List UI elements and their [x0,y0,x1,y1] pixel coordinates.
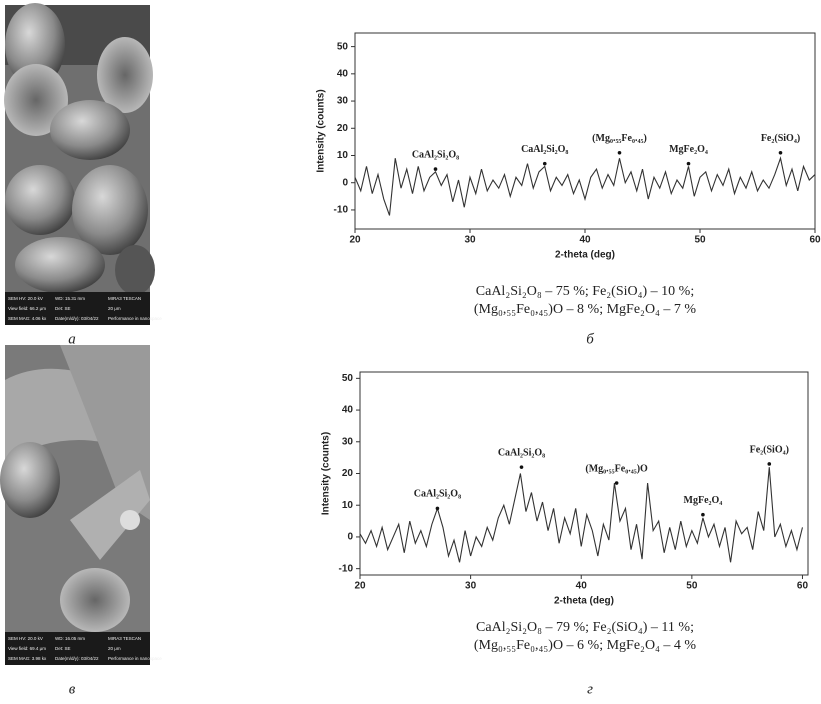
panel-label: б [586,331,594,347]
panel-label: а [68,331,76,347]
sem-image [0,345,150,665]
sem-info: 20 μm [108,646,121,651]
sem-info: MIRA3 TESCAN [108,636,141,641]
sem-image [4,3,155,325]
y-tick-label: 40 [337,68,349,79]
y-tick-label: 50 [337,41,349,52]
peak-marker [618,151,622,155]
peak-marker [779,151,783,155]
x-tick-label: 30 [464,235,476,246]
sem-info: View field: 66.2 μm [8,306,46,311]
x-tick-label: 60 [809,235,821,246]
peak-label: (Mg₀.₅₅Fe₀.₄₅) [592,133,647,144]
pattern-line [360,467,802,562]
sem-info: SEM MAG: 3.98 kx [8,656,47,661]
peak-label: Fe₂(SiO₄) [750,444,789,455]
y-tick-label: 10 [337,150,349,161]
y-tick-label: 50 [342,373,354,384]
peak-marker [436,507,440,511]
sem-info: WD: 16.05 mm [55,636,85,641]
y-tick-label: -10 [334,205,349,216]
x-axis-title: 2-theta (deg) [555,250,615,261]
sem-info: WD: 15.31 mm [55,296,85,301]
sem-info: SEM HV: 20.0 kV [8,296,43,301]
y-axis-title: Intensity (counts) [316,89,327,172]
peak-label: CaAl₂Si₂O₈ [412,149,459,160]
figure: SEM HV: 20.0 kV WD: 15.31 mm MIRA3 TESCAN V… [0,0,821,704]
peak-label: CaAl₂Si₂O₈ [521,144,568,155]
y-tick-label: 30 [337,96,349,107]
sem-info: MIRA3 TESCAN [108,296,141,301]
peak-marker [615,481,619,485]
peak-marker [434,167,438,171]
y-tick-label: 30 [342,436,354,447]
peak-marker [520,465,524,469]
x-axis-title: 2-theta (deg) [554,596,614,607]
peak-marker [687,162,691,166]
y-tick-label: 20 [342,468,354,479]
peak-label: CaAl₂Si₂O₈ [414,489,461,500]
x-tick-label: 50 [686,581,698,592]
y-tick-label: -10 [339,563,354,574]
sem-info: 20 μm [108,306,121,311]
peak-label: MgFe₂O₄ [669,144,708,155]
peak-label: Fe₂(SiO₄) [761,133,800,144]
x-tick-label: 40 [579,235,591,246]
peak-marker [701,513,705,517]
peak-label: CaAl₂Si₂O₈ [498,447,545,458]
pattern-line [355,158,815,215]
x-tick-label: 20 [354,581,366,592]
composition-text: (Mg₀,₅₅Fe₀,₄₅)O – 8 %; MgFe₂O₄ – 7 % [474,302,697,317]
y-tick-label: 0 [347,532,353,543]
y-tick-label: 10 [342,500,354,511]
sem-info: Performance in nanospace [108,656,162,661]
panel-label: г [587,681,593,697]
sem-info: Date(m/d/y): 03/04/22 [55,656,99,661]
sem-info: SEM MAG: 4.06 kx [8,316,47,321]
x-tick-label: 60 [797,581,809,592]
x-tick-label: 20 [349,235,361,246]
peak-marker [543,162,547,166]
sem-info: Performance in nanospace [108,316,162,321]
x-tick-label: 40 [576,581,588,592]
composition-text: CaAl₂Si₂O₈ – 75 %; Fe₂(SiO₄) – 10 %; [476,284,694,299]
y-axis-title: Intensity (counts) [321,432,332,515]
y-tick-label: 0 [342,177,348,188]
y-tick-label: 20 [337,123,349,134]
sem-info: Date(m/d/y): 03/04/22 [55,316,99,321]
x-tick-label: 50 [694,235,706,246]
y-tick-label: 40 [342,405,354,416]
sem-info: View field: 69.4 μm [8,646,46,651]
peak-marker [767,462,771,466]
peak-label: MgFe₂O₄ [684,495,723,506]
composition-text: (Mg₀,₅₅Fe₀,₄₅)O – 6 %; MgFe₂O₄ – 4 % [474,638,697,653]
composition-text: CaAl₂Si₂O₈ – 79 %; Fe₂(SiO₄) – 11 %; [476,620,694,635]
peak-label: (Mg₀.₅₅Fe₀.₄₅)O [585,463,648,474]
panel-label: в [69,681,76,697]
sem-info: Det: SE [55,306,71,311]
sem-info: Det: SE [55,646,71,651]
x-tick-label: 30 [465,581,477,592]
sem-info: SEM HV: 20.0 kV [8,636,43,641]
